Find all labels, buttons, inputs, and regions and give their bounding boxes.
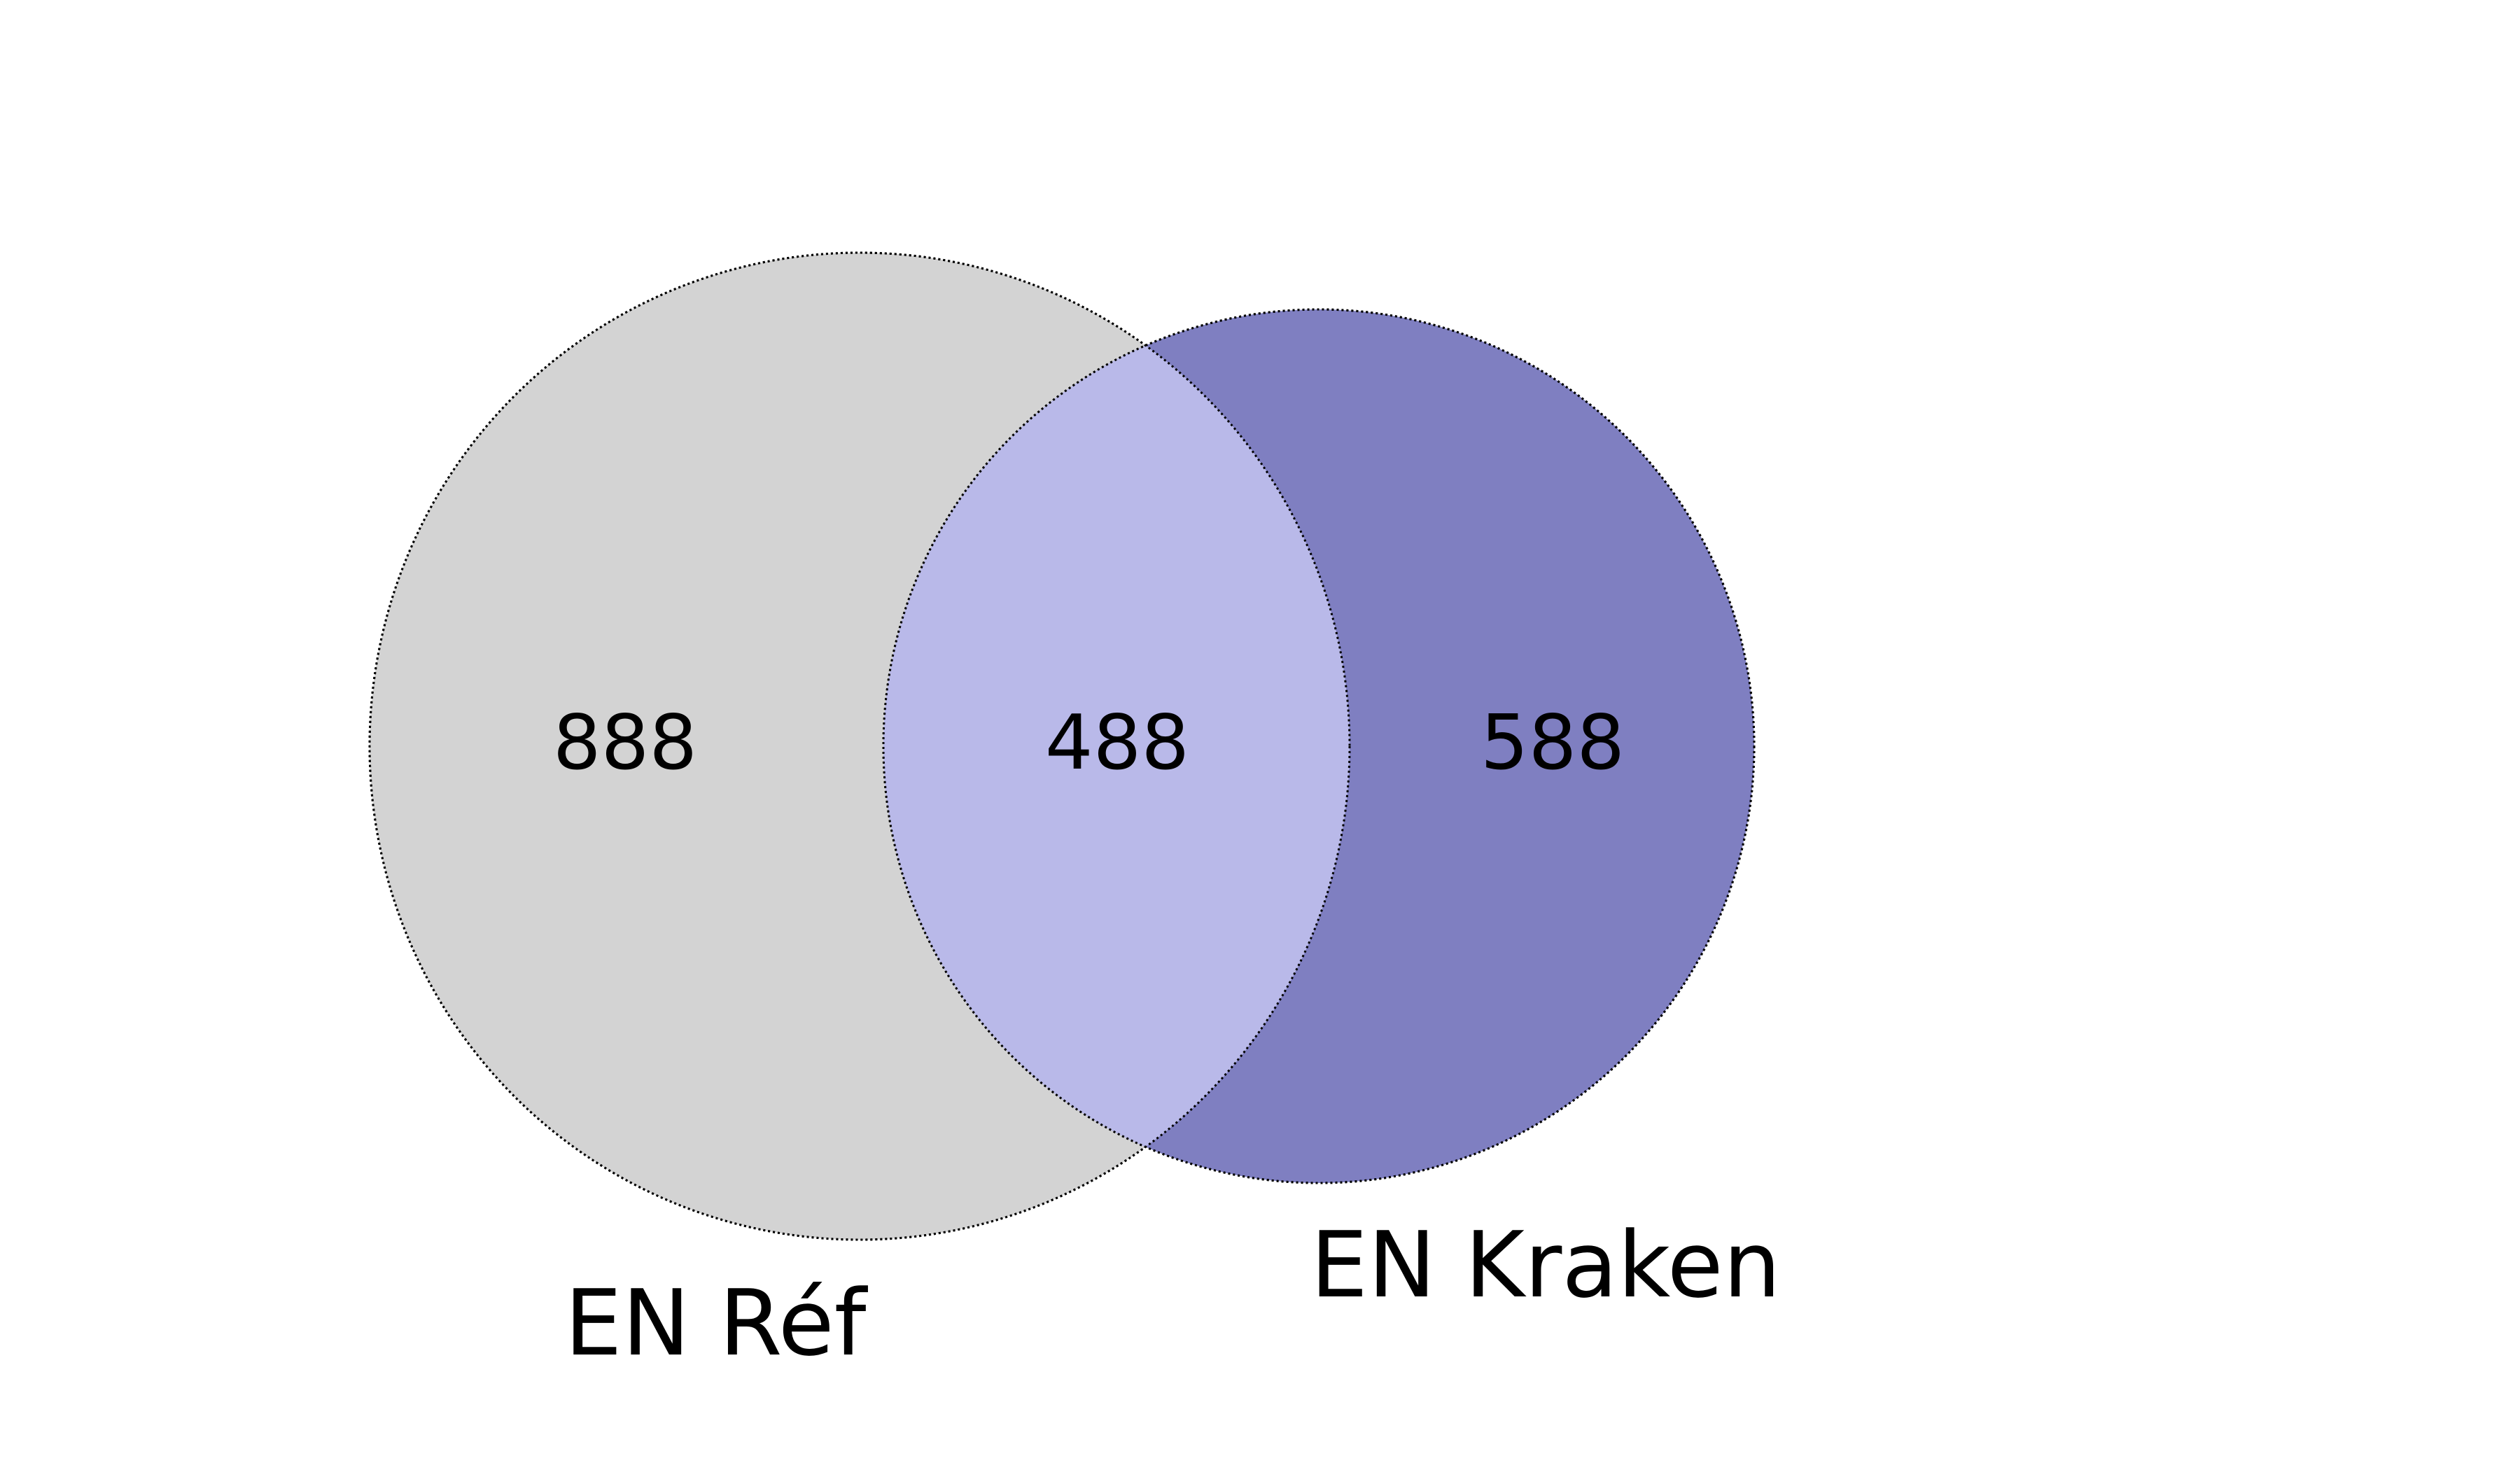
count-only-en-ref: 888 [553, 699, 697, 787]
label-en-ref: EN Réf [565, 1270, 869, 1376]
count-only-en-kraken: 588 [1480, 699, 1625, 787]
label-en-kraken: EN Kraken [1310, 1212, 1781, 1318]
count-intersection: 488 [1045, 699, 1189, 787]
intersection-region [883, 309, 1350, 1183]
circle-en-ref-outline [368, 251, 1351, 1241]
circle-en-kraken-outline [882, 308, 1756, 1184]
